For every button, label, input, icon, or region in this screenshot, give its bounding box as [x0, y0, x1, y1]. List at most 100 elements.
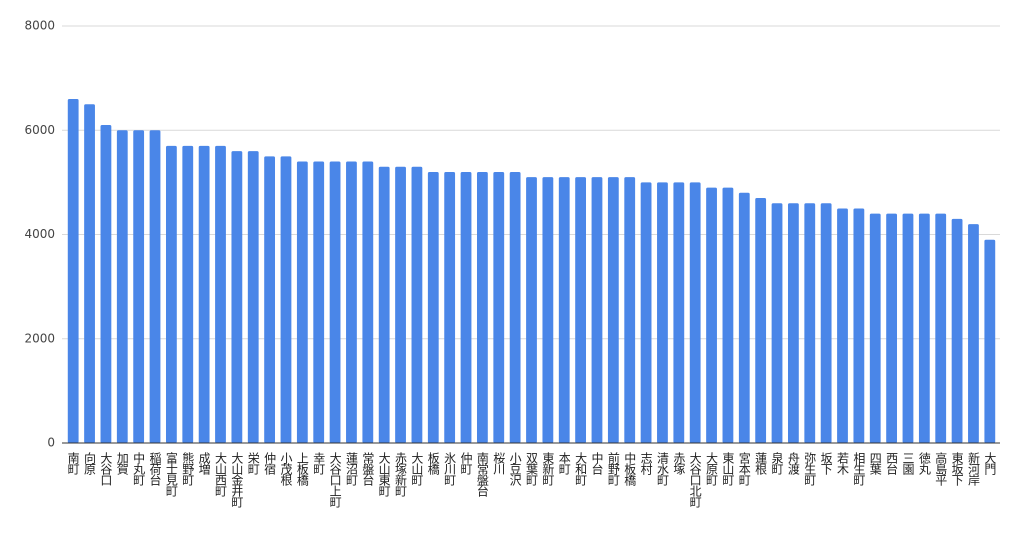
x-tick-label: 東新町	[541, 452, 555, 486]
y-tick-label: 2000	[24, 331, 55, 345]
x-tick-label: 桜川	[492, 452, 506, 475]
bar	[591, 177, 603, 443]
bar	[640, 182, 652, 443]
bar	[509, 171, 521, 443]
bar	[247, 151, 259, 443]
bar	[738, 192, 750, 443]
y-tick-label: 6000	[24, 123, 55, 137]
x-tick-label: 氷川町	[443, 452, 457, 486]
x-tick-label: 大山西町	[214, 452, 228, 497]
x-tick-label: 志村	[639, 452, 653, 475]
x-tick-label: 大谷口	[99, 452, 113, 486]
bar	[231, 151, 243, 443]
bar	[706, 187, 717, 443]
x-tick-label: 大谷口上町	[328, 452, 342, 508]
x-tick-label: 相生町	[852, 452, 866, 486]
bar	[329, 161, 341, 443]
y-tick-label: 4000	[24, 227, 55, 241]
x-tick-label: 幸町	[312, 452, 326, 475]
bar	[722, 187, 734, 443]
bar	[84, 104, 95, 443]
bar	[771, 203, 783, 443]
bar	[100, 125, 112, 443]
y-tick-label: 8000	[24, 19, 55, 33]
x-tick-label: 小茂根	[279, 452, 293, 486]
bar	[67, 98, 79, 443]
x-tick-label: 新河岸	[966, 451, 980, 486]
bar	[787, 203, 799, 443]
bar	[362, 161, 374, 443]
bar	[198, 145, 210, 443]
bar	[280, 156, 292, 443]
x-tick-label: 大原町	[705, 452, 719, 486]
bar	[215, 145, 226, 443]
bar	[886, 213, 898, 443]
bar	[165, 145, 177, 443]
bar	[296, 161, 308, 443]
x-tick-label: 熊野町	[181, 451, 195, 486]
x-tick-label: 中板橋	[623, 451, 637, 487]
x-tick-label: 大山金井町	[230, 452, 244, 508]
bar	[820, 203, 832, 443]
bar	[558, 177, 570, 443]
x-tick-label: 南常盤台	[475, 451, 489, 497]
x-tick-label: 大山東町	[377, 452, 391, 497]
bar	[755, 198, 767, 443]
x-tick-label: 仲町	[459, 452, 473, 475]
bar	[918, 213, 930, 443]
x-tick-label: 栄町	[246, 452, 260, 475]
x-tick-label: 大和町	[574, 452, 588, 486]
y-tick-label: 0	[47, 436, 55, 450]
bar	[493, 171, 505, 443]
bar	[116, 130, 128, 443]
bar	[575, 177, 587, 443]
bar	[607, 177, 619, 443]
bar	[542, 177, 554, 443]
bar	[853, 208, 865, 443]
x-tick-label: 本町	[557, 452, 571, 475]
bar	[624, 177, 636, 443]
x-tick-label: 稲荷台	[148, 452, 162, 486]
x-tick-label: 仲宿	[263, 452, 277, 475]
bar	[984, 239, 996, 443]
bar	[657, 182, 668, 443]
x-tick-label: 板橋	[426, 452, 440, 476]
x-tick-label: 四葉	[868, 452, 882, 475]
x-tick-label: 蓮沼町	[344, 452, 358, 486]
bar	[837, 208, 848, 443]
bar	[411, 166, 423, 444]
x-tick-label: 中台	[590, 451, 604, 475]
x-tick-label: 若木	[836, 452, 850, 475]
x-tick-label: 中丸町	[132, 451, 146, 486]
bar	[149, 130, 161, 443]
bar	[673, 182, 685, 443]
x-tick-label: 加賀	[115, 452, 129, 476]
x-tick-label: 西台	[885, 452, 899, 475]
x-tick-label: 常盤台	[361, 452, 375, 486]
x-tick-label: 富士見町	[164, 451, 178, 497]
x-tick-label: 大門	[983, 452, 997, 475]
x-tick-label: 東山町	[721, 452, 735, 486]
bar	[133, 130, 145, 443]
x-tick-label: 宮本町	[737, 451, 751, 486]
bar	[427, 171, 439, 443]
x-tick-label: 小豆沢	[508, 452, 522, 487]
x-tick-label: 上板橋	[295, 452, 309, 487]
x-tick-label: 成増	[197, 452, 211, 476]
x-tick-label: 蓮根	[754, 452, 768, 475]
bar	[264, 156, 276, 443]
bar	[476, 171, 488, 443]
bar	[182, 145, 194, 443]
x-tick-label: 大谷口北町	[688, 452, 702, 508]
x-tick-label: 泉町	[770, 452, 784, 475]
bar	[460, 171, 472, 443]
x-tick-label: 坂下	[819, 452, 833, 475]
x-tick-label: 南町	[66, 451, 80, 475]
bar	[951, 218, 963, 443]
bar	[968, 224, 979, 443]
bar	[804, 203, 816, 443]
x-tick-label: 赤塚新町	[394, 452, 408, 497]
bar	[378, 166, 390, 444]
x-tick-label: 清水町	[655, 452, 669, 486]
